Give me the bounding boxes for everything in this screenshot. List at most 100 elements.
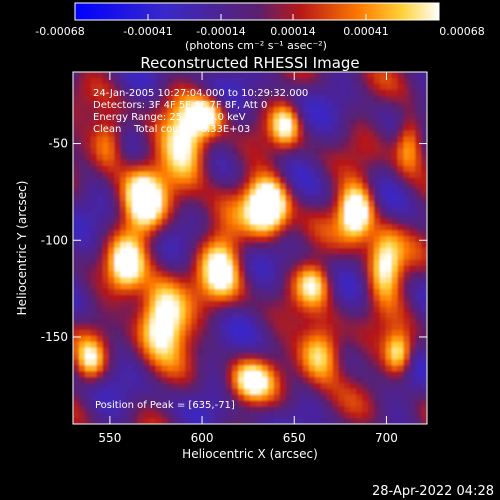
heatmap-cell [173, 324, 180, 331]
heatmap-cell [238, 107, 245, 114]
heatmap-cell [102, 72, 109, 79]
heatmap-cell [220, 189, 227, 196]
heatmap-cell [250, 253, 257, 261]
heatmap-cell [84, 77, 92, 85]
heatmap-cell [143, 265, 151, 273]
heatmap-cell [379, 171, 387, 179]
heatmap-cell [373, 400, 381, 407]
heatmap-cell [208, 283, 216, 290]
heatmap-cell [132, 83, 139, 91]
heatmap-cell [297, 418, 304, 424]
heatmap-cell [279, 118, 286, 126]
heatmap-cell [149, 118, 157, 126]
heatmap-cell [409, 312, 416, 319]
heatmap-cell [279, 148, 286, 155]
heatmap-cell [297, 353, 304, 361]
heatmap-cell [409, 388, 416, 396]
heatmap-cell [368, 72, 375, 79]
heatmap-cell [379, 253, 387, 261]
heatmap-cell [297, 107, 304, 114]
heatmap-cell [173, 160, 180, 167]
heatmap-cell [137, 160, 145, 167]
heatmap-cell [214, 224, 222, 231]
heatmap-cell [196, 148, 204, 155]
heatmap-cell [120, 95, 127, 102]
heatmap-cell [226, 294, 233, 302]
heatmap-cell [255, 83, 263, 91]
heatmap-cell [155, 265, 163, 273]
heatmap-cell [326, 312, 334, 319]
heatmap-cell [220, 242, 227, 249]
heatmap-cell [155, 195, 163, 202]
heatmap-cell [185, 160, 192, 167]
heatmap-cell [84, 394, 92, 402]
heatmap-cell [309, 72, 316, 79]
heatmap-cell [161, 382, 168, 390]
heatmap-cell [291, 271, 298, 278]
heatmap-cell [126, 136, 133, 143]
heatmap-cell [226, 347, 233, 355]
heatmap-cell [373, 218, 381, 226]
heatmap-cell [208, 101, 216, 108]
heatmap-cell [126, 101, 133, 108]
heatmap-cell [403, 124, 410, 132]
heatmap-cell [285, 271, 292, 278]
heatmap-cell [167, 183, 174, 190]
heatmap-cell [350, 300, 357, 308]
heatmap-cell [250, 77, 257, 85]
heatmap-cell [356, 242, 363, 249]
heatmap-cell [191, 195, 198, 202]
heatmap-cell [373, 412, 381, 419]
heatmap-cell [309, 294, 316, 302]
heatmap-cell [214, 312, 222, 319]
heatmap-cell [78, 259, 86, 267]
heatmap-cell [167, 165, 174, 173]
heatmap-cell [220, 218, 227, 226]
heatmap-cell [397, 148, 404, 155]
heatmap-cell [114, 224, 121, 231]
heatmap-cell [96, 118, 104, 126]
heatmap-cell [379, 300, 387, 308]
heatmap-cell [102, 253, 109, 261]
heatmap-cell [320, 312, 328, 319]
heatmap-image [73, 72, 427, 424]
heatmap-cell [191, 289, 198, 296]
heatmap-cell [273, 324, 281, 331]
heatmap-cell [208, 318, 216, 325]
heatmap-cell [185, 142, 192, 149]
heatmap-cell [208, 341, 216, 349]
heatmap-cell [314, 89, 322, 97]
heatmap-cell [267, 171, 275, 179]
heatmap-cell [421, 418, 427, 424]
heatmap-cell [344, 259, 351, 267]
heatmap-cell [326, 341, 334, 349]
heatmap-cell [244, 136, 251, 143]
heatmap-cell [279, 77, 286, 85]
heatmap-cell [332, 306, 340, 314]
heatmap-cell [320, 218, 328, 226]
heatmap-cell [385, 324, 393, 331]
heatmap-cell [137, 177, 145, 185]
heatmap-cell [126, 359, 133, 366]
heatmap-cell [344, 212, 351, 220]
heatmap-cell [409, 259, 416, 267]
heatmap-cell [137, 336, 145, 343]
heatmap-cell [314, 101, 322, 108]
heatmap-cell [102, 371, 109, 378]
heatmap-cell [214, 394, 222, 402]
heatmap-cell [120, 101, 127, 108]
heatmap-cell [185, 394, 192, 402]
heatmap-cell [202, 142, 210, 149]
heatmap-cell [261, 330, 269, 337]
heatmap-cell [232, 300, 239, 308]
heatmap-cell [173, 118, 180, 126]
heatmap-cell [320, 359, 328, 366]
heatmap-cell [238, 142, 245, 149]
heatmap-cell [314, 171, 322, 179]
heatmap-cell [421, 95, 427, 102]
heatmap-cell [261, 236, 269, 243]
heatmap-cell [368, 118, 375, 126]
heatmap-cell [155, 154, 163, 161]
heatmap-cell [214, 212, 222, 220]
heatmap-cell [320, 294, 328, 302]
